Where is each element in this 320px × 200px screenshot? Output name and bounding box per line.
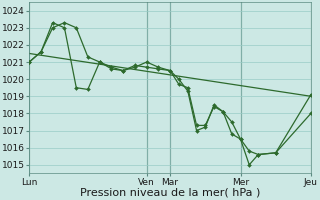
X-axis label: Pression niveau de la mer( hPa ): Pression niveau de la mer( hPa ) xyxy=(80,188,260,198)
